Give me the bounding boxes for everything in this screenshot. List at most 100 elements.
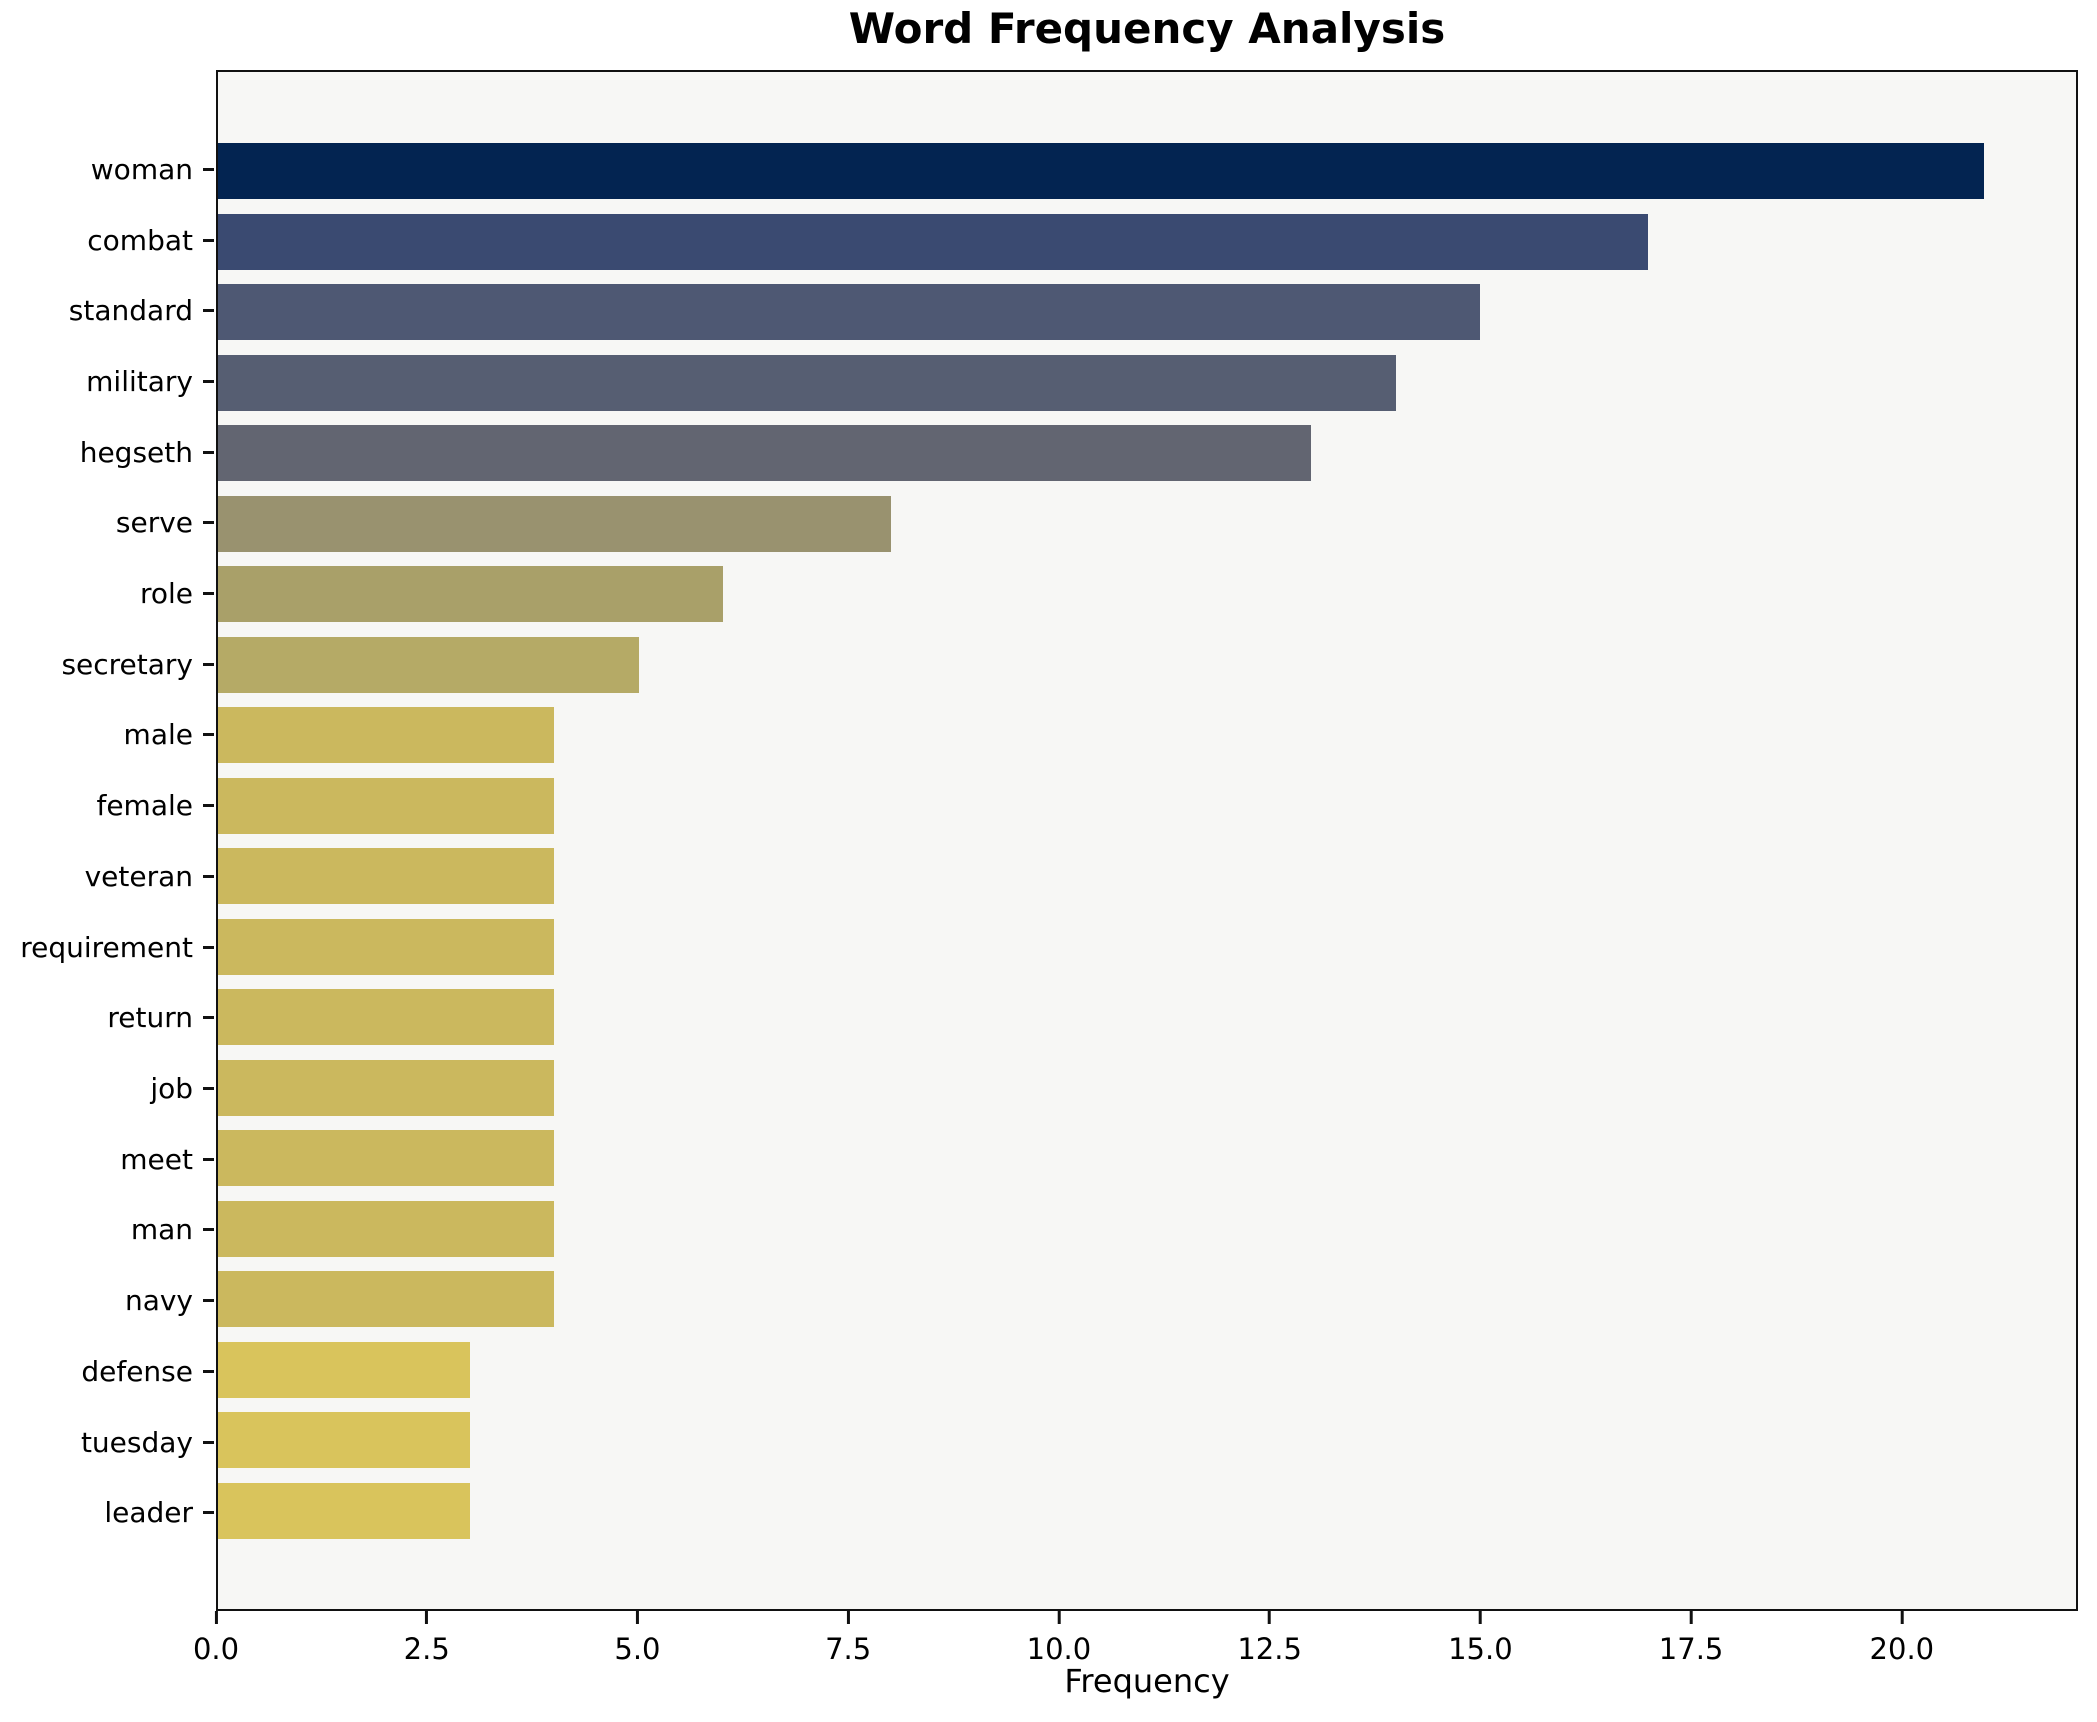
bar-row-leader xyxy=(218,1476,2076,1547)
y-tick-mark xyxy=(203,945,214,949)
x-tick-label: 15.0 xyxy=(1448,1632,1513,1666)
x-axis-label: Frequency xyxy=(1064,1662,1230,1700)
bar-male xyxy=(218,707,555,764)
x-tick-mark xyxy=(635,1611,639,1624)
y-tick-mark xyxy=(203,167,214,171)
y-tick-label-veteran: veteran xyxy=(84,859,193,893)
bar-row-navy xyxy=(218,1264,2076,1335)
bar-woman xyxy=(218,143,1985,200)
bar-man xyxy=(218,1200,555,1257)
x-tick-mark xyxy=(1900,1611,1904,1624)
y-tick-row-secretary: secretary xyxy=(0,629,214,700)
bar-tuesday xyxy=(218,1412,471,1469)
y-tick-row-role: role xyxy=(0,558,214,629)
y-tick-label-return: return xyxy=(107,1001,193,1035)
x-tick-label: 2.5 xyxy=(403,1632,450,1666)
bar-meet xyxy=(218,1130,555,1187)
x-tick-0.0: 0.0 xyxy=(193,1611,239,1666)
y-tick-label-hegseth: hegseth xyxy=(79,435,193,469)
bar-veteran xyxy=(218,848,555,905)
y-tick-row-combat: combat xyxy=(0,205,214,276)
bar-row-male xyxy=(218,700,2076,771)
y-tick-mark xyxy=(203,1299,214,1303)
x-tick-mark xyxy=(1689,1611,1693,1624)
bars-container xyxy=(218,136,2076,1546)
plot-area xyxy=(216,70,2078,1611)
y-tick-mark xyxy=(203,1440,214,1444)
y-tick-label-standard: standard xyxy=(68,294,193,328)
x-tick-mark xyxy=(1478,1611,1482,1624)
x-tick-label: 5.0 xyxy=(614,1632,661,1666)
bar-female xyxy=(218,777,555,834)
y-tick-row-job: job xyxy=(0,1053,214,1124)
x-tick-mark xyxy=(214,1611,218,1624)
x-tick-label: 7.5 xyxy=(825,1632,872,1666)
bar-row-serve xyxy=(218,489,2076,560)
y-tick-label-military: military xyxy=(86,364,193,398)
y-tick-mark xyxy=(203,1369,214,1373)
x-axis-ticks: 0.0 2.5 5.0 7.5 10.0 12.5 15.0 17.5 20.0 xyxy=(193,1611,2078,1691)
bar-combat xyxy=(218,213,1648,270)
bar-row-requirement xyxy=(218,912,2076,983)
bar-row-combat xyxy=(218,207,2076,278)
y-tick-mark xyxy=(203,804,214,808)
y-tick-row-male: male xyxy=(0,700,214,771)
bar-requirement xyxy=(218,918,555,975)
y-tick-row-meet: meet xyxy=(0,1124,214,1195)
x-tick-mark xyxy=(846,1611,850,1624)
x-tick-label: 17.5 xyxy=(1658,1632,1724,1666)
y-tick-label-defense: defense xyxy=(81,1354,193,1388)
x-tick-label: 0.0 xyxy=(192,1632,240,1666)
bar-serve xyxy=(218,495,891,552)
y-tick-mark xyxy=(203,1086,214,1090)
y-tick-row-standard: standard xyxy=(0,275,214,346)
y-tick-row-man: man xyxy=(0,1195,214,1266)
bar-row-veteran xyxy=(218,841,2076,912)
y-tick-row-requirement: requirement xyxy=(0,912,214,983)
x-tick-label: 10.0 xyxy=(1026,1632,1092,1666)
y-tick-label-woman: woman xyxy=(90,152,193,186)
y-tick-mark xyxy=(203,874,214,878)
bar-row-defense xyxy=(218,1335,2076,1406)
bar-row-woman xyxy=(218,136,2076,207)
y-tick-row-woman: woman xyxy=(0,134,214,205)
y-tick-label-man: man xyxy=(130,1213,193,1247)
bar-row-return xyxy=(218,982,2076,1053)
y-tick-mark xyxy=(203,733,214,737)
y-tick-row-tuesday: tuesday xyxy=(0,1407,214,1478)
y-tick-mark xyxy=(203,238,214,242)
bar-defense xyxy=(218,1341,471,1398)
y-tick-label-serve: serve xyxy=(115,506,193,540)
bar-row-female xyxy=(218,771,2076,842)
bar-return xyxy=(218,989,555,1046)
x-tick-mark xyxy=(1268,1611,1272,1624)
y-tick-mark xyxy=(203,592,214,596)
y-tick-mark xyxy=(203,1511,214,1515)
y-tick-mark xyxy=(203,309,214,313)
y-tick-row-defense: defense xyxy=(0,1336,214,1407)
y-tick-label-job: job xyxy=(150,1071,193,1105)
y-tick-label-role: role xyxy=(139,577,193,611)
x-tick-mark xyxy=(1057,1611,1061,1624)
y-tick-row-navy: navy xyxy=(0,1265,214,1336)
x-tick-12.5: 12.5 xyxy=(1237,1611,1302,1666)
x-tick-15.0: 15.0 xyxy=(1448,1611,1513,1666)
bar-hegseth xyxy=(218,425,1312,482)
x-tick-label: 20.0 xyxy=(1869,1632,1935,1666)
x-tick-5.0: 5.0 xyxy=(614,1611,661,1666)
bar-row-secretary xyxy=(218,630,2076,701)
y-axis-tick-labels: woman combat standard military hegseth serve r… xyxy=(0,134,214,1548)
bar-standard xyxy=(218,284,1480,341)
chart-title: Word Frequency Analysis xyxy=(848,4,1446,53)
bar-row-military xyxy=(218,348,2076,419)
x-tick-7.5: 7.5 xyxy=(825,1611,871,1666)
y-tick-label-meet: meet xyxy=(120,1142,193,1176)
y-tick-row-return: return xyxy=(0,982,214,1053)
y-tick-mark xyxy=(203,1157,214,1161)
y-tick-label-leader: leader xyxy=(104,1496,193,1530)
y-tick-row-hegseth: hegseth xyxy=(0,417,214,488)
x-tick-label: 12.5 xyxy=(1237,1632,1302,1666)
y-tick-label-requirement: requirement xyxy=(20,930,193,964)
bar-military xyxy=(218,354,1396,411)
bar-role xyxy=(218,566,723,623)
